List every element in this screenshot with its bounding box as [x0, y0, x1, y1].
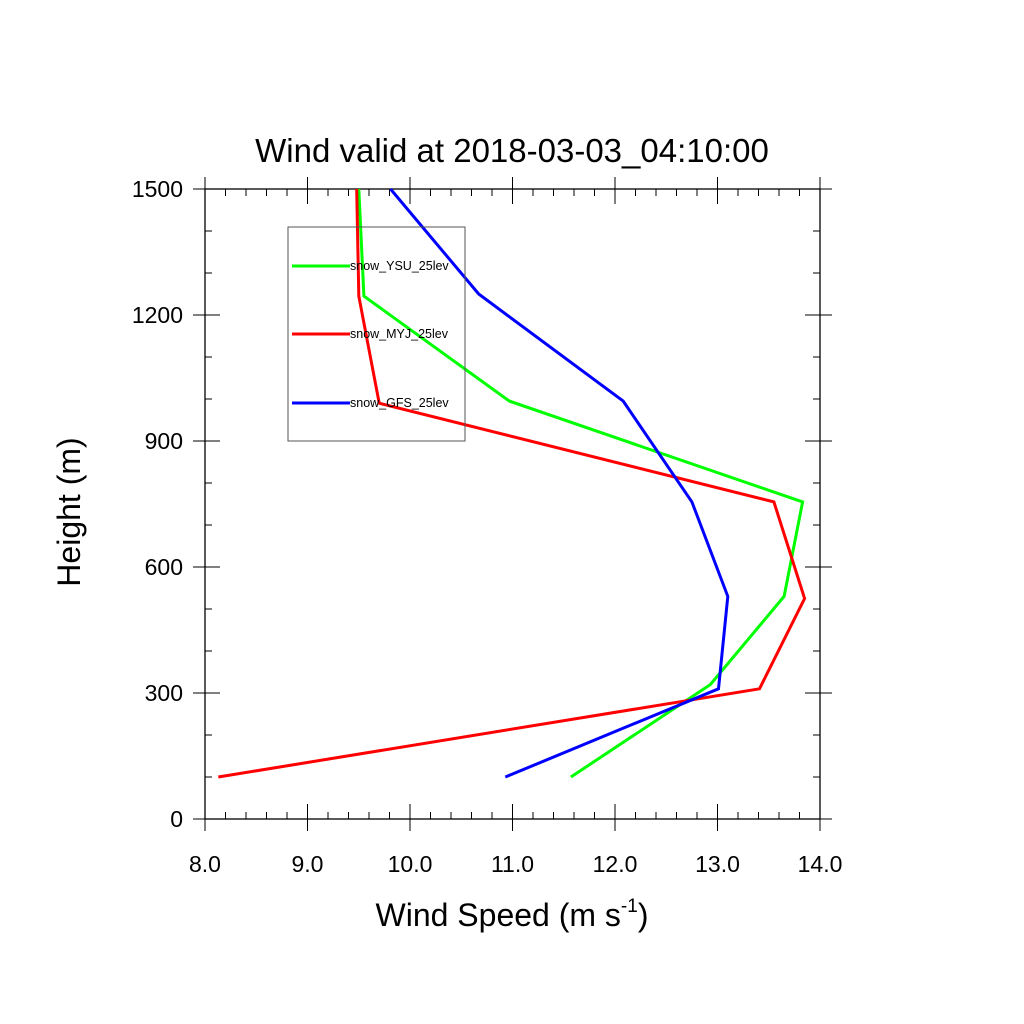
x-tick-label: 12.0	[593, 851, 638, 877]
legend: snow_YSU_25lev snow_MYJ_25lev snow_GFS_25l…	[287, 226, 466, 442]
chart-title: Wind valid at 2018-03-03_04:10:00	[255, 132, 769, 169]
legend-label: snow_GFS_25lev	[350, 396, 449, 410]
legend-label: snow_MYJ_25lev	[350, 327, 449, 341]
y-tick-label: 1500	[132, 176, 183, 202]
series-line-snow_MYJ_25lev	[218, 188, 807, 779]
x-tick-label: 9.0	[292, 851, 324, 877]
y-ticks	[193, 188, 832, 820]
y-axis-label: Height (m)	[51, 437, 87, 586]
x-tick-label: 13.0	[695, 851, 740, 877]
legend-box	[287, 226, 466, 442]
series-lines	[218, 188, 807, 779]
x-axis-label: Wind Speed (m s-1)	[376, 896, 649, 933]
legend-label: snow_YSU_25lev	[350, 259, 449, 273]
y-tick-label: 600	[145, 554, 183, 580]
y-tick-label: 300	[145, 680, 183, 706]
y-tick-labels: 0 300 600 900 1200 1500	[132, 176, 183, 832]
x-ticks	[204, 177, 821, 831]
x-tick-label: 10.0	[388, 851, 433, 877]
series-line-snow_GFS_25lev	[389, 188, 730, 779]
x-axis-label-end: )	[638, 897, 649, 933]
x-tick-label: 8.0	[189, 851, 221, 877]
plot-frame	[204, 188, 821, 820]
x-axis-label-main: Wind Speed (m s	[376, 897, 621, 933]
series-line-snow_YSU_25lev	[357, 188, 805, 779]
x-tick-label: 11.0	[491, 851, 534, 877]
y-tick-label: 900	[145, 428, 183, 454]
y-tick-label: 0	[170, 806, 183, 832]
x-tick-label: 14.0	[798, 851, 843, 877]
x-tick-labels: 8.0 9.0 10.0 11.0 12.0 13.0 14.0	[189, 851, 842, 877]
y-tick-label: 1200	[132, 302, 183, 328]
x-axis-label-superscript: -1	[621, 896, 638, 917]
